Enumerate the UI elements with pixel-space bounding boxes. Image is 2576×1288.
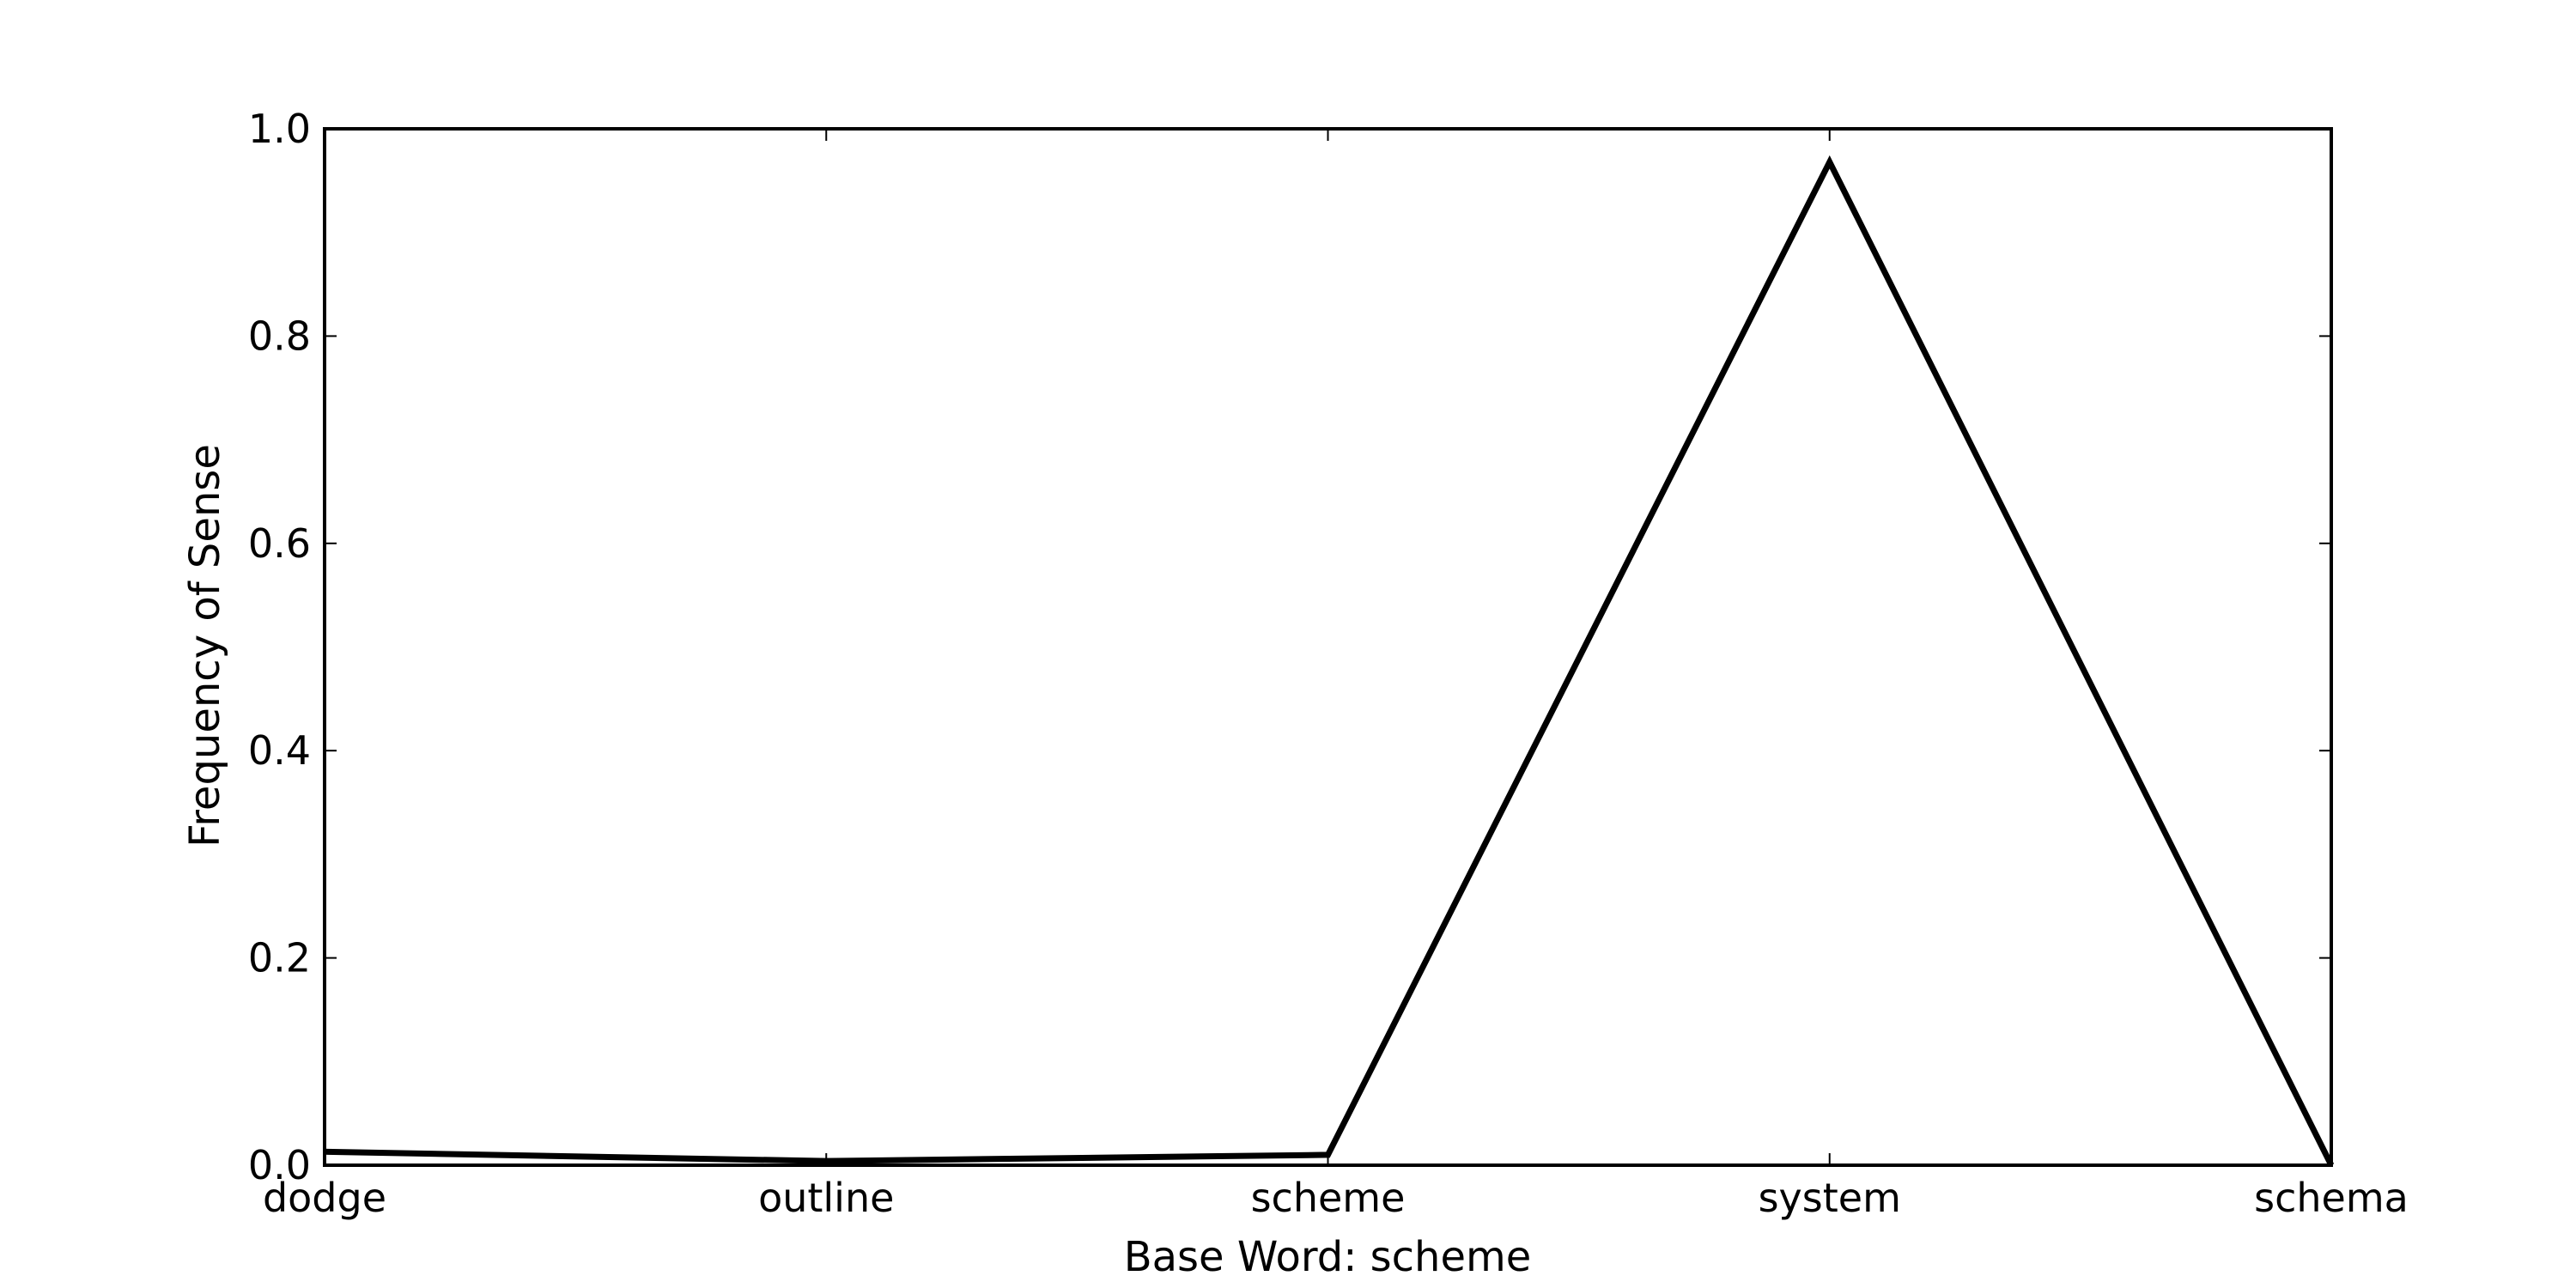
plot-frame	[323, 127, 2333, 1167]
y-axis-title: Frequency of Sense	[181, 444, 229, 848]
y-tick-label: 0.8	[248, 313, 311, 359]
y-tick-labels: 0.0 0.2 0.4 0.6 0.8 1.0	[248, 106, 311, 1188]
x-tick-label: scheme	[1251, 1175, 1406, 1221]
x-tick-label: system	[1759, 1175, 1901, 1221]
x-tick-label: dodge	[263, 1175, 386, 1221]
y-tick-label: 0.2	[248, 935, 311, 981]
y-tick-label: 1.0	[248, 106, 311, 152]
x-tick-label: schema	[2254, 1175, 2409, 1221]
series-layer	[324, 155, 2335, 1167]
x-tick-labels: dodge outline scheme system schema	[263, 1175, 2409, 1221]
y-tick-label: 0.0	[248, 1142, 311, 1188]
y-tick-label: 0.4	[248, 727, 311, 774]
y-tick-label: 0.6	[248, 520, 311, 567]
series-line	[324, 155, 2335, 1167]
x-tick-label: outline	[758, 1175, 894, 1221]
x-axis-title: Base Word: scheme	[1124, 1233, 1532, 1281]
